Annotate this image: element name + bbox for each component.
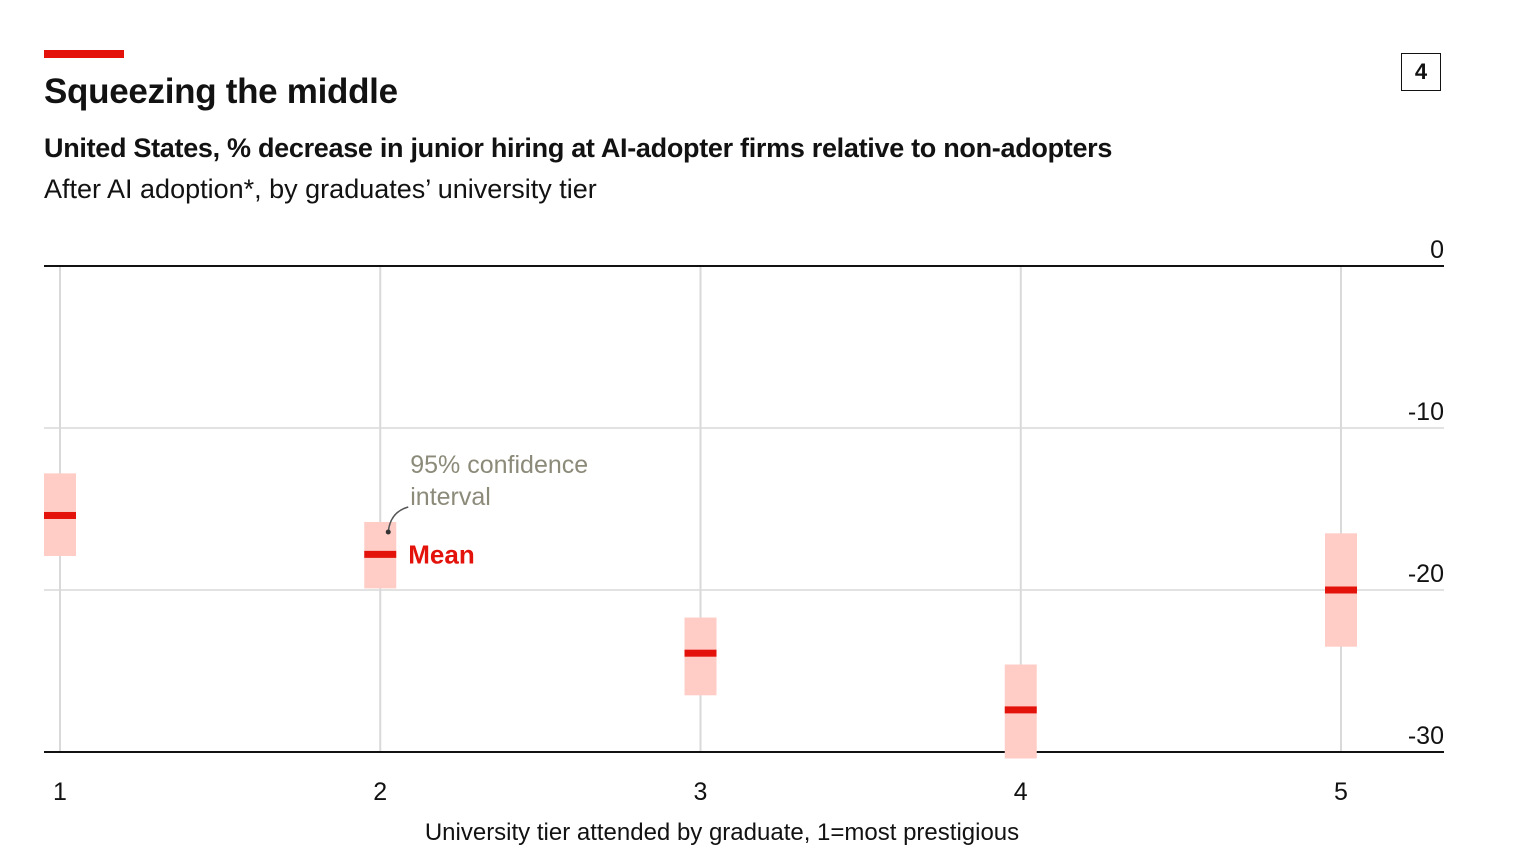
- x-tick-label: 5: [1334, 778, 1348, 806]
- chart-description: After AI adoption*, by graduates’ univer…: [44, 174, 597, 204]
- x-tick-label: 2: [373, 778, 387, 806]
- x-tick-label: 3: [694, 778, 708, 806]
- chart-title: Squeezing the middle: [44, 72, 398, 111]
- y-tick-label: -10: [1408, 398, 1444, 426]
- ci-annotation-line-1: 95% confidence: [410, 451, 588, 479]
- mean-marker: [1325, 586, 1357, 594]
- ci-annotation-line-2: interval: [410, 483, 491, 511]
- y-tick-label: -20: [1408, 560, 1444, 588]
- mean-annotation: Mean: [408, 539, 474, 569]
- x-tick-label: 1: [53, 778, 67, 806]
- mean-marker: [364, 550, 397, 558]
- mean-marker: [44, 511, 76, 519]
- chart-subtitle: United States, % decrease in junior hiri…: [44, 133, 1113, 163]
- y-tick-label: 0: [1430, 236, 1444, 264]
- accent-bar: [44, 50, 124, 58]
- x-tick-label: 4: [1014, 778, 1028, 806]
- x-axis-title: University tier attended by graduate, 1=…: [425, 819, 1019, 846]
- mean-marker: [1004, 706, 1037, 714]
- ci-annotation-leader: [387, 506, 409, 533]
- ci-annotation-dot: [385, 529, 391, 535]
- y-tick-label: -30: [1408, 722, 1444, 750]
- chart-number-badge: 4: [1401, 53, 1441, 91]
- mean-marker: [684, 649, 717, 657]
